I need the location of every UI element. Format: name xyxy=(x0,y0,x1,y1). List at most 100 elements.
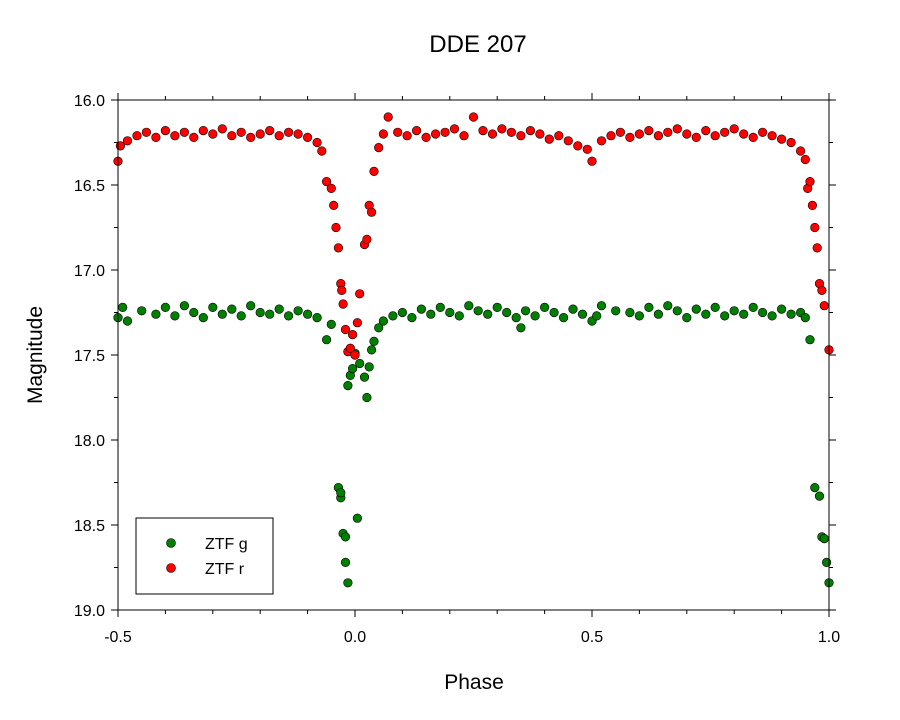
y-tick-label: 19.0 xyxy=(74,603,105,620)
data-point-ztf-r xyxy=(506,127,517,137)
legend-marker-ztf-r xyxy=(166,563,176,573)
x-tick-label: 1.0 xyxy=(818,629,840,646)
data-point-ztf-r xyxy=(338,299,348,309)
data-point-ztf-g xyxy=(672,306,682,316)
data-point-ztf-g xyxy=(511,313,521,323)
data-point-ztf-r xyxy=(303,132,313,142)
data-point-ztf-r xyxy=(293,129,303,139)
data-point-ztf-g xyxy=(767,311,777,321)
data-point-ztf-r xyxy=(615,127,626,137)
chart-title: DDE 207 xyxy=(429,31,526,58)
data-point-ztf-r xyxy=(421,132,431,142)
data-point-ztf-g xyxy=(530,311,540,321)
data-point-ztf-r xyxy=(329,200,339,210)
data-point-ztf-g xyxy=(611,306,621,316)
data-point-ztf-g xyxy=(340,532,351,542)
data-point-ztf-r xyxy=(757,127,768,137)
data-point-ztf-g xyxy=(388,311,398,321)
axis-ticks: -0.5 0.0 0.5 1.0 16.0 16.5 17.0 17.5 18.0 18.5 19.… xyxy=(74,93,840,646)
data-point-ztf-g xyxy=(303,309,313,319)
data-point-ztf-r xyxy=(459,131,469,141)
data-point-ztf-r xyxy=(352,318,363,328)
data-point-ztf-g xyxy=(568,304,578,314)
data-point-ztf-r xyxy=(331,222,341,233)
data-point-ztf-r xyxy=(729,124,739,134)
data-point-ztf-r xyxy=(350,350,360,360)
data-point-ztf-g xyxy=(549,307,559,318)
data-point-ztf-g xyxy=(729,306,739,316)
data-point-ztf-g xyxy=(179,301,189,311)
data-point-ztf-g xyxy=(322,335,332,345)
data-point-ztf-r xyxy=(720,127,730,137)
data-point-ztf-r xyxy=(625,132,635,142)
data-point-ztf-g xyxy=(160,302,170,313)
data-point-ztf-g xyxy=(118,302,128,313)
data-point-ztf-g xyxy=(364,362,374,372)
x-tick-label: 0.5 xyxy=(581,629,603,646)
data-point-ztf-r xyxy=(355,289,365,299)
data-point-ztf-g xyxy=(369,336,379,347)
legend-box xyxy=(135,517,274,595)
data-point-ztf-r xyxy=(383,112,393,122)
data-point-ztf-g xyxy=(464,301,474,311)
data-point-ztf-r xyxy=(596,136,607,146)
data-point-ztf-g xyxy=(326,319,336,330)
data-point-ztf-r xyxy=(525,126,536,136)
data-point-ztf-r xyxy=(198,126,208,136)
legend-marker-ztf-g xyxy=(166,538,176,548)
data-point-ztf-r xyxy=(582,144,592,154)
data-point-ztf-r xyxy=(284,127,294,137)
data-point-ztf-g xyxy=(217,309,227,319)
data-point-ztf-g xyxy=(454,311,464,321)
data-point-ztf-g xyxy=(786,309,796,319)
data-point-ztf-r xyxy=(817,285,827,296)
data-point-ztf-g xyxy=(720,311,730,321)
data-point-ztf-r xyxy=(516,131,526,141)
data-point-ztf-r xyxy=(587,156,597,166)
data-point-ztf-g xyxy=(739,309,749,319)
data-point-ztf-g xyxy=(682,313,692,323)
data-point-ztf-r xyxy=(487,129,498,139)
data-point-ztf-g xyxy=(246,301,256,311)
data-point-ztf-g xyxy=(122,316,133,326)
data-point-ztf-r xyxy=(606,131,616,141)
data-point-ztf-g xyxy=(445,307,455,318)
data-point-ztf-r xyxy=(449,124,460,134)
data-point-ztf-g xyxy=(821,557,832,568)
data-point-ztf-r xyxy=(362,234,372,244)
data-point-ztf-g xyxy=(340,557,351,568)
x-tick-label: 0.0 xyxy=(344,629,366,646)
data-point-ztf-g xyxy=(397,307,408,318)
data-point-ztf-r xyxy=(393,127,403,137)
data-point-ztf-r xyxy=(337,285,347,296)
data-point-ztf-g xyxy=(170,311,180,321)
data-point-ztf-g xyxy=(312,313,322,323)
data-point-ztf-r xyxy=(497,124,507,134)
data-point-ztf-g xyxy=(343,578,353,588)
data-point-ztf-r xyxy=(440,127,450,137)
data-point-ztf-g xyxy=(284,311,294,321)
data-point-ztf-g xyxy=(634,311,645,321)
data-point-ztf-r xyxy=(412,126,422,136)
data-point-ztf-r xyxy=(819,301,829,311)
data-point-ztf-r xyxy=(776,134,787,144)
data-point-ztf-r xyxy=(634,129,645,139)
data-point-ztf-g xyxy=(502,307,512,318)
data-point-ztf-g xyxy=(362,392,372,403)
data-point-ztf-g xyxy=(359,372,370,382)
data-point-ztf-g xyxy=(137,306,147,316)
data-point-ztf-r xyxy=(317,146,327,156)
data-point-ztf-g xyxy=(343,381,353,391)
legend-label-ztf-r: ZTF r xyxy=(205,561,245,578)
data-point-ztf-r xyxy=(312,137,322,148)
data-point-ztf-g xyxy=(691,304,701,314)
data-point-ztf-g xyxy=(265,309,275,319)
data-point-ztf-g xyxy=(293,306,303,316)
data-point-ztf-r xyxy=(573,141,583,151)
data-point-ztf-r xyxy=(644,126,654,136)
data-point-ztf-r xyxy=(374,143,384,153)
data-point-ztf-g xyxy=(819,533,829,544)
data-point-ztf-r xyxy=(431,129,441,139)
data-point-ztf-g xyxy=(352,513,363,523)
data-point-ztf-g xyxy=(800,313,810,323)
